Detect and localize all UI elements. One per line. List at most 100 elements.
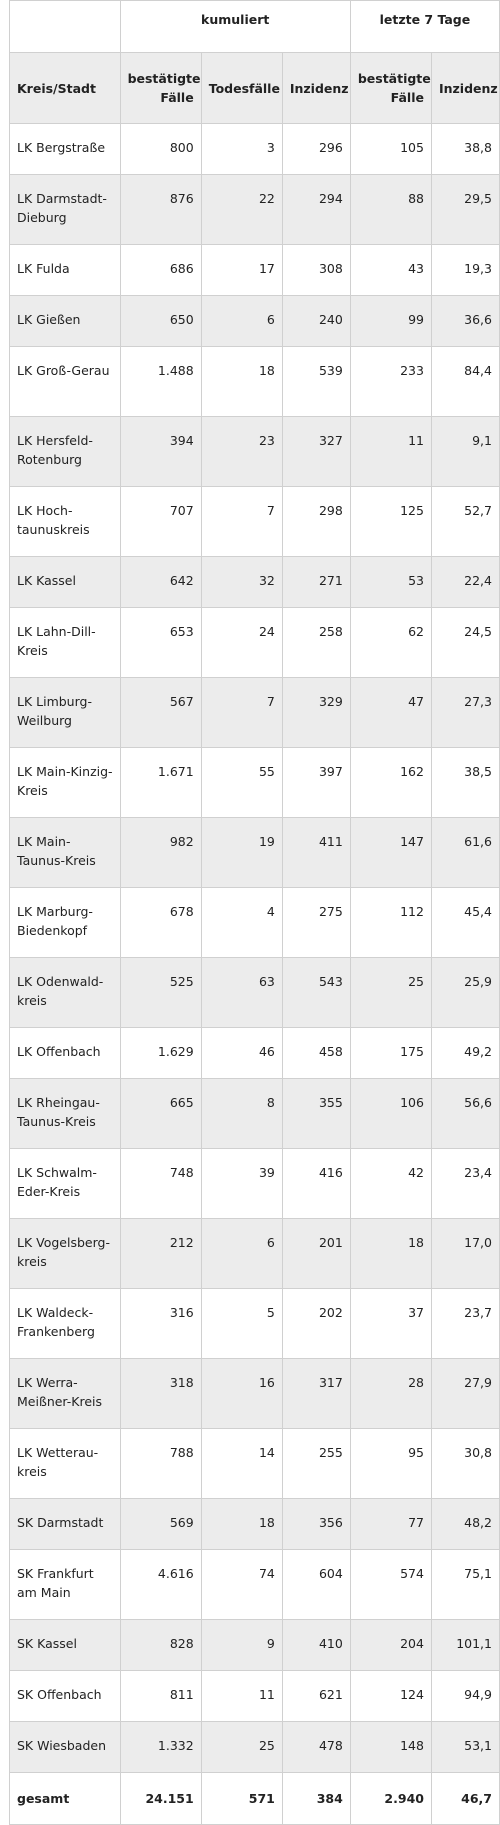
column-header-row: Kreis/Stadt bestätigte Fälle Todesfälle … (9, 52, 500, 124)
total-cases: 24.151 (119, 1772, 202, 1825)
district-name: LK Wetterau-kreis (9, 1428, 121, 1499)
incidence-7days: 23,4 (430, 1148, 500, 1219)
table-row: LK Kassel 642 32 271 53 22,4 (9, 556, 500, 608)
district-name: LK Limburg-Weilburg (9, 677, 121, 748)
table-row: LK Bergstraße 800 3 296 105 38,8 (9, 123, 500, 175)
table-row: SK Offenbach 811 11 621 124 94,9 (9, 1670, 500, 1722)
cases-7days: 62 (349, 607, 432, 678)
district-name: LK Hersfeld-Rotenburg (9, 416, 121, 487)
district-name: LK Main-Taunus-Kreis (9, 817, 121, 888)
deaths: 7 (200, 677, 283, 748)
incidence-7days: 29,5 (430, 174, 500, 245)
district-name: LK Fulda (9, 244, 121, 296)
incidence: 298 (281, 486, 351, 557)
deaths: 18 (200, 346, 283, 417)
cases-7days: 37 (349, 1288, 432, 1359)
cases-7days: 88 (349, 174, 432, 245)
cases-7days: 147 (349, 817, 432, 888)
table-row: LK Hersfeld-Rotenburg 394 23 327 11 9,1 (9, 416, 500, 487)
incidence: 478 (281, 1721, 351, 1773)
deaths: 55 (200, 747, 283, 818)
cases: 876 (119, 174, 202, 245)
deaths: 32 (200, 556, 283, 608)
district-name: LK Waldeck-Frankenberg (9, 1288, 121, 1359)
table-row: LK Limburg-Weilburg 567 7 329 47 27,3 (9, 677, 500, 748)
district-name: LK Werra-Meißner-Kreis (9, 1358, 121, 1429)
deaths: 5 (200, 1288, 283, 1359)
col-header-cases: bestätigte Fälle (119, 52, 202, 124)
incidence-7days: 75,1 (430, 1549, 500, 1620)
district-name: LK Vogelsberg-kreis (9, 1218, 121, 1289)
district-name: LK Main-Kinzig-Kreis (9, 747, 121, 818)
cases: 686 (119, 244, 202, 296)
incidence-7days: 49,2 (430, 1027, 500, 1079)
deaths: 6 (200, 1218, 283, 1289)
table-row: LK Main-Kinzig-Kreis 1.671 55 397 162 38,5 (9, 747, 500, 818)
incidence: 255 (281, 1428, 351, 1499)
cases: 4.616 (119, 1549, 202, 1620)
district-name: LK Darmstadt-Dieburg (9, 174, 121, 245)
deaths: 39 (200, 1148, 283, 1219)
district-name: LK Rheingau-Taunus-Kreis (9, 1078, 121, 1149)
cases: 828 (119, 1619, 202, 1671)
incidence-7days: 56,6 (430, 1078, 500, 1149)
incidence-7days: 17,0 (430, 1218, 500, 1289)
cases-7days: 124 (349, 1670, 432, 1722)
group-header-row: kumuliert letzte 7 Tage (9, 0, 500, 53)
incidence-7days: 61,6 (430, 817, 500, 888)
incidence-7days: 38,8 (430, 123, 500, 175)
incidence-7days: 24,5 (430, 607, 500, 678)
cases: 567 (119, 677, 202, 748)
cases: 811 (119, 1670, 202, 1722)
incidence-7days: 22,4 (430, 556, 500, 608)
incidence-7days: 27,9 (430, 1358, 500, 1429)
district-name: SK Frankfurt am Main (9, 1549, 121, 1620)
deaths: 24 (200, 607, 283, 678)
incidence: 201 (281, 1218, 351, 1289)
cases: 318 (119, 1358, 202, 1429)
incidence: 329 (281, 677, 351, 748)
table-row: LK Schwalm-Eder-Kreis 748 39 416 42 23,4 (9, 1148, 500, 1219)
deaths: 11 (200, 1670, 283, 1722)
deaths: 46 (200, 1027, 283, 1079)
cases: 394 (119, 416, 202, 487)
incidence: 202 (281, 1288, 351, 1359)
incidence-7days: 9,1 (430, 416, 500, 487)
incidence-7days: 94,9 (430, 1670, 500, 1722)
district-name: LK Lahn-Dill-Kreis (9, 607, 121, 678)
district-name: SK Offenbach (9, 1670, 121, 1722)
district-name: SK Kassel (9, 1619, 121, 1671)
cases: 982 (119, 817, 202, 888)
cases-7days: 28 (349, 1358, 432, 1429)
total-label: gesamt (9, 1772, 121, 1825)
table-row: LK Hoch-taunuskreis 707 7 298 125 52,7 (9, 486, 500, 557)
table-row: LK Rheingau-Taunus-Kreis 665 8 355 106 56,6 (9, 1078, 500, 1149)
deaths: 9 (200, 1619, 283, 1671)
cases-7days: 125 (349, 486, 432, 557)
incidence: 356 (281, 1498, 351, 1550)
cases: 650 (119, 295, 202, 347)
deaths: 14 (200, 1428, 283, 1499)
table-row: SK Kassel 828 9 410 204 101,1 (9, 1619, 500, 1671)
cases-7days: 77 (349, 1498, 432, 1550)
cases-7days: 162 (349, 747, 432, 818)
deaths: 16 (200, 1358, 283, 1429)
cases: 707 (119, 486, 202, 557)
incidence-7days: 36,6 (430, 295, 500, 347)
total-deaths: 571 (200, 1772, 283, 1825)
incidence-7days: 19,3 (430, 244, 500, 296)
col-header-incidence: Inzidenz (281, 52, 351, 124)
table-row: LK Main-Taunus-Kreis 982 19 411 147 61,6 (9, 817, 500, 888)
cases-7days: 11 (349, 416, 432, 487)
incidence: 275 (281, 887, 351, 958)
group-header-empty (9, 0, 121, 53)
incidence: 271 (281, 556, 351, 608)
cases-7days: 95 (349, 1428, 432, 1499)
incidence-7days: 48,2 (430, 1498, 500, 1550)
incidence-7days: 27,3 (430, 677, 500, 748)
cases: 788 (119, 1428, 202, 1499)
table-row: SK Wiesbaden 1.332 25 478 148 53,1 (9, 1721, 500, 1773)
deaths: 6 (200, 295, 283, 347)
district-name: SK Darmstadt (9, 1498, 121, 1550)
cases: 525 (119, 957, 202, 1028)
